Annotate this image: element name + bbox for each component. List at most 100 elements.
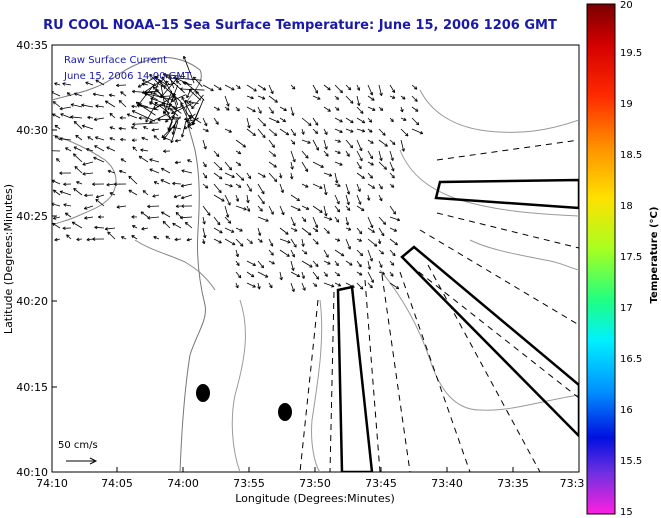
- current-vector-head: [305, 251, 308, 255]
- current-vector-head: [128, 190, 131, 193]
- current-vector-head: [251, 95, 254, 99]
- current-vector-head: [236, 109, 240, 112]
- current-vector-head: [324, 274, 328, 277]
- current-vector-head: [282, 189, 284, 193]
- current-vector: [312, 117, 319, 126]
- current-vector-head: [179, 87, 183, 90]
- current-vector: [202, 128, 209, 132]
- current-vector-head: [371, 162, 374, 166]
- current-vector-head: [52, 189, 55, 193]
- current-vector-head: [345, 222, 349, 226]
- current-vector-head: [204, 221, 206, 225]
- current-vector-head: [362, 120, 366, 123]
- current-vector-head: [63, 182, 67, 185]
- current-vector: [127, 113, 138, 119]
- current-vector-head: [95, 199, 98, 203]
- current-vector-head: [116, 205, 120, 208]
- current-vector-head: [152, 194, 156, 197]
- current-vector-head: [347, 222, 350, 226]
- current-vector: [153, 135, 160, 141]
- current-vector-head: [291, 142, 295, 145]
- current-vector-head: [298, 207, 301, 211]
- current-vector-head: [239, 184, 242, 188]
- current-vector: [131, 235, 138, 240]
- current-vector-head: [165, 75, 169, 77]
- current-vector-head: [304, 169, 308, 172]
- current-vector: [246, 205, 250, 212]
- current-vector-head: [237, 276, 241, 279]
- current-vector-head: [261, 208, 263, 212]
- current-vector-head: [76, 239, 80, 242]
- current-vector: [246, 117, 250, 129]
- current-vector-head: [140, 211, 143, 215]
- current-vector-head: [70, 103, 75, 105]
- current-vector-head: [201, 241, 205, 245]
- current-vector-head: [416, 98, 418, 102]
- depth-contour: [379, 269, 579, 411]
- current-vector-head: [297, 273, 301, 277]
- current-vector-head: [379, 198, 383, 202]
- current-vector-head: [161, 134, 164, 138]
- current-vector-head: [141, 82, 145, 84]
- y-tick: 40:20: [16, 295, 48, 308]
- current-vector-head: [347, 88, 351, 91]
- current-vector-head: [164, 111, 167, 114]
- current-vector: [312, 260, 319, 267]
- current-vector-head: [336, 109, 340, 111]
- current-vector: [235, 172, 245, 181]
- current-vector-head: [73, 188, 77, 190]
- colorbar-tick: 18: [620, 201, 633, 212]
- current-vector-head: [243, 209, 247, 211]
- current-vector-head: [94, 226, 98, 230]
- current-vector-head: [145, 120, 149, 123]
- current-vector-head: [171, 131, 174, 135]
- current-vector-head: [98, 215, 102, 218]
- current-vector-head: [359, 287, 364, 290]
- current-vector-head: [262, 96, 266, 100]
- current-vector-head: [193, 76, 197, 79]
- current-vector-head: [203, 235, 206, 239]
- current-vector-head: [149, 74, 151, 78]
- current-vector-head: [372, 229, 375, 233]
- current-vector-head: [191, 107, 195, 110]
- current-vector-head: [147, 204, 151, 207]
- current-vector: [73, 153, 83, 163]
- current-vector-head: [326, 146, 328, 150]
- current-vector: [257, 106, 262, 114]
- current-vector: [235, 260, 240, 266]
- current-vector: [290, 106, 294, 116]
- current-vector: [174, 238, 182, 241]
- current-vector-head: [94, 145, 97, 149]
- current-vector-head: [244, 207, 247, 210]
- current-vector-head: [351, 119, 354, 123]
- current-vector: [312, 128, 318, 134]
- current-vector-head: [238, 85, 241, 89]
- current-vector-head: [76, 181, 79, 185]
- current-vector-head: [292, 166, 294, 170]
- current-vector-head: [53, 189, 57, 191]
- current-vector: [235, 238, 244, 247]
- current-vector-head: [95, 198, 99, 201]
- current-vector-head: [75, 135, 78, 139]
- current-vector-head: [291, 268, 294, 271]
- current-vector-head: [403, 148, 405, 152]
- current-vector-head: [181, 169, 185, 171]
- current-vector-head: [416, 108, 419, 112]
- current-vector-head: [371, 175, 373, 179]
- current-vector: [389, 84, 396, 93]
- x-axis-label: Longitude (Degrees:Minutes): [235, 492, 395, 505]
- current-vector: [411, 128, 423, 134]
- current-vector: [268, 139, 275, 148]
- current-vector-head: [338, 150, 341, 154]
- current-vector-head: [169, 75, 172, 78]
- current-vector: [224, 161, 232, 171]
- current-vector-head: [306, 184, 309, 188]
- current-vector-head: [361, 252, 364, 256]
- buoy-marker: [196, 384, 210, 402]
- current-vector: [188, 117, 199, 126]
- current-vector: [367, 84, 373, 96]
- current-vector: [185, 221, 193, 229]
- current-vector: [181, 96, 194, 119]
- current-vector-head: [230, 166, 232, 171]
